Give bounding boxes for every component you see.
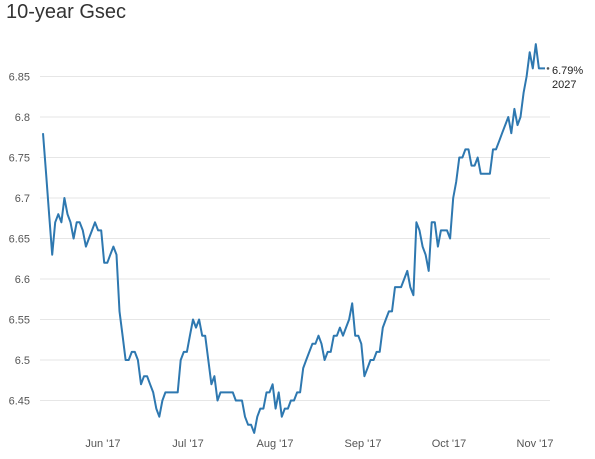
y-tick-label: 6.7 [15, 193, 30, 205]
x-axis: Jun '17 Jul '17 Aug '17 Sep '17 Oct '17 Nov '… [85, 438, 553, 450]
y-tick-label: 6.6 [15, 274, 30, 286]
y-tick-label: 6.55 [9, 315, 30, 327]
series-line [42, 43, 545, 434]
y-axis: 6.45 6.5 6.55 6.6 6.65 6.7 6.75 6.8 6.85 [9, 72, 30, 408]
chart-title: 10-year Gsec [6, 1, 127, 23]
x-tick-label: Jul '17 [172, 438, 203, 450]
end-series-label: 2027 [552, 79, 576, 91]
x-tick-label: Nov '17 [517, 438, 554, 450]
y-tick-label: 6.5 [15, 355, 30, 367]
y-tick-label: 6.75 [9, 153, 30, 165]
x-tick-label: Jun '17 [85, 438, 120, 450]
end-point-marker [546, 67, 550, 70]
y-tick-label: 6.85 [9, 72, 30, 84]
end-value-label: 6.79% [552, 65, 583, 77]
x-tick-label: Oct '17 [432, 438, 467, 450]
y-tick-label: 6.45 [9, 396, 30, 408]
y-tick-label: 6.8 [15, 112, 30, 124]
series-line-layer [42, 43, 550, 434]
y-tick-label: 6.65 [9, 234, 30, 246]
gridlines [40, 76, 550, 401]
x-tick-label: Sep '17 [345, 438, 382, 450]
x-tick-label: Aug '17 [257, 438, 294, 450]
end-label-group: 6.79% 2027 [552, 65, 583, 91]
